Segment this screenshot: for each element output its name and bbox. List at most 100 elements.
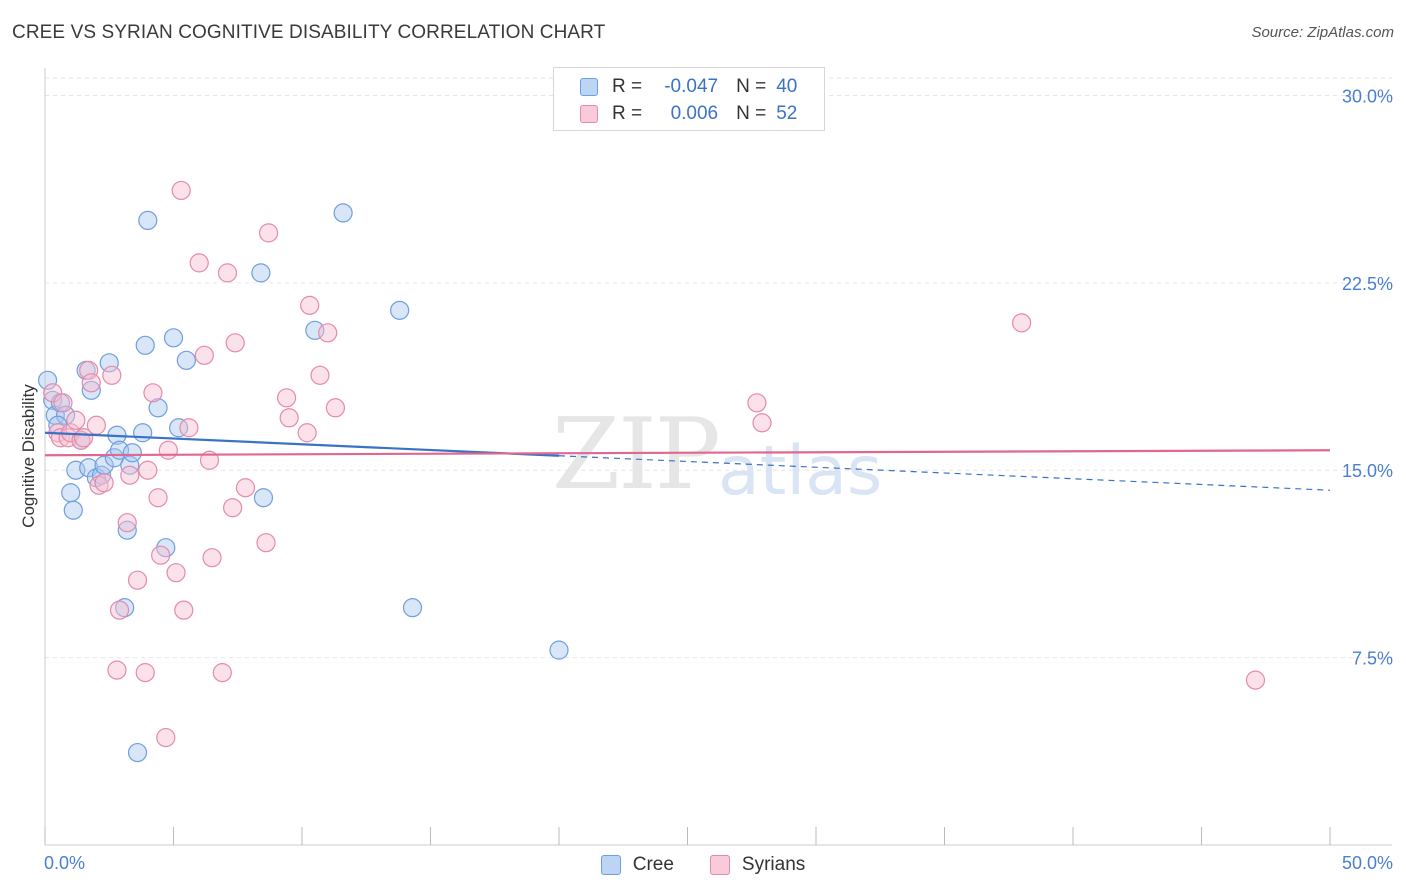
syrian-point (199, 450, 220, 470)
syrian-points (43, 180, 1266, 748)
cree-point (115, 598, 135, 618)
legend-label-cree: Cree (632, 854, 674, 875)
stats-legend: R = -0.047 N = 40 R = 0.006 N = 52 (553, 67, 825, 131)
syrian-point (179, 418, 199, 438)
syrian-point (120, 465, 140, 485)
cree-point (135, 335, 155, 355)
cree-trend-line (44, 431, 560, 457)
cree-point (402, 598, 423, 618)
syrian-point (86, 415, 107, 435)
watermark-atlas: atlas (718, 432, 883, 511)
cree-point (163, 328, 184, 348)
cree-legend-swatch (600, 855, 621, 875)
cree-point (127, 742, 148, 763)
cree-trend-extension (558, 455, 1331, 491)
n-value-syrians: 52 (776, 103, 798, 124)
syrian-point (189, 253, 209, 273)
syrians-swatch (580, 105, 598, 123)
syrians-legend-swatch (709, 855, 730, 875)
syrian-point (300, 295, 320, 315)
legend-item-cree[interactable]: Cree (600, 854, 674, 876)
syrian-point (109, 600, 130, 620)
cree-point (37, 370, 58, 390)
cree-point (251, 263, 271, 283)
syrian-point (89, 475, 109, 495)
trend-lines (44, 431, 1331, 491)
y-tick-label: 30.0% (1342, 86, 1393, 106)
syrian-point (297, 423, 317, 443)
syrian-point (107, 660, 127, 680)
cree-point (61, 483, 81, 503)
syrian-point (148, 488, 168, 508)
syrian-point (276, 388, 297, 408)
syrian-point (258, 223, 279, 243)
syrian-point (151, 545, 171, 565)
syrian-point (156, 727, 176, 748)
syrian-point (81, 373, 101, 393)
cree-point (138, 210, 158, 231)
x-tick-label: 50.0% (1342, 853, 1393, 873)
syrian-point (256, 533, 276, 553)
syrian-point (194, 345, 214, 365)
syrian-point (1011, 313, 1032, 333)
n-label: N = (736, 103, 767, 124)
y-tick-label: 15.0% (1342, 461, 1393, 481)
syrian-point (166, 563, 186, 583)
cree-point (169, 418, 189, 438)
syrian-point (143, 383, 163, 403)
stats-row-syrians: R = 0.006 N = 52 (580, 101, 797, 127)
syrian-point (235, 478, 256, 498)
syrian-point (117, 513, 137, 533)
syrian-point (202, 548, 222, 568)
series-legend: Cree Syrians (0, 852, 1406, 878)
syrian-point (79, 360, 99, 380)
cree-point (55, 405, 76, 425)
syrian-point (138, 460, 158, 480)
syrian-point (174, 600, 194, 620)
syrian-point (217, 263, 238, 283)
cree-point (122, 443, 142, 463)
r-value-syrians: 0.006 (670, 103, 719, 124)
watermark-zip: ZIP (552, 398, 721, 512)
tick-labels: 7.5% 15.0% 22.5% 30.0% 0.0% 50.0% (44, 86, 1393, 873)
y-tick-label: 22.5% (1342, 274, 1393, 294)
syrian-point (212, 663, 232, 683)
y-axis-label: Cognitive Disability (19, 384, 38, 528)
n-label: N = (736, 76, 767, 97)
syrian-point (171, 180, 191, 201)
cree-point (120, 455, 140, 475)
syrian-point (318, 323, 338, 343)
r-value-cree: -0.047 (664, 76, 719, 97)
syrian-point (53, 393, 73, 413)
cree-point (117, 520, 137, 540)
cree-point (133, 423, 153, 443)
stats-row-cree: R = -0.047 N = 40 (580, 74, 797, 100)
legend-item-syrians[interactable]: Syrians (709, 854, 806, 876)
cree-point (148, 398, 168, 418)
cree-point (81, 380, 101, 400)
syrian-point (752, 413, 772, 433)
syrian-point (94, 473, 114, 493)
cree-swatch (580, 78, 598, 96)
r-label: R = (612, 76, 643, 97)
cree-point (176, 350, 196, 370)
cree-point (333, 203, 353, 223)
syrian-point (747, 393, 767, 413)
syrian-trend-line (44, 449, 1331, 457)
syrian-point (158, 440, 178, 460)
grid-lines (45, 77, 1392, 659)
x-tick-label: 0.0% (44, 853, 85, 873)
syrian-point (102, 365, 122, 385)
syrian-point (1245, 670, 1266, 690)
source-label: Source: ZipAtlas.com (1251, 24, 1394, 41)
r-label: R = (612, 103, 643, 124)
cree-point (253, 488, 274, 508)
n-value-cree: 40 (776, 76, 798, 97)
cree-point (63, 500, 83, 520)
syrian-point (223, 498, 243, 518)
y-tick-label: 7.5% (1352, 649, 1393, 669)
cree-point (549, 640, 569, 660)
legend-label-syrians: Syrians (741, 854, 806, 875)
syrian-point (310, 365, 330, 385)
